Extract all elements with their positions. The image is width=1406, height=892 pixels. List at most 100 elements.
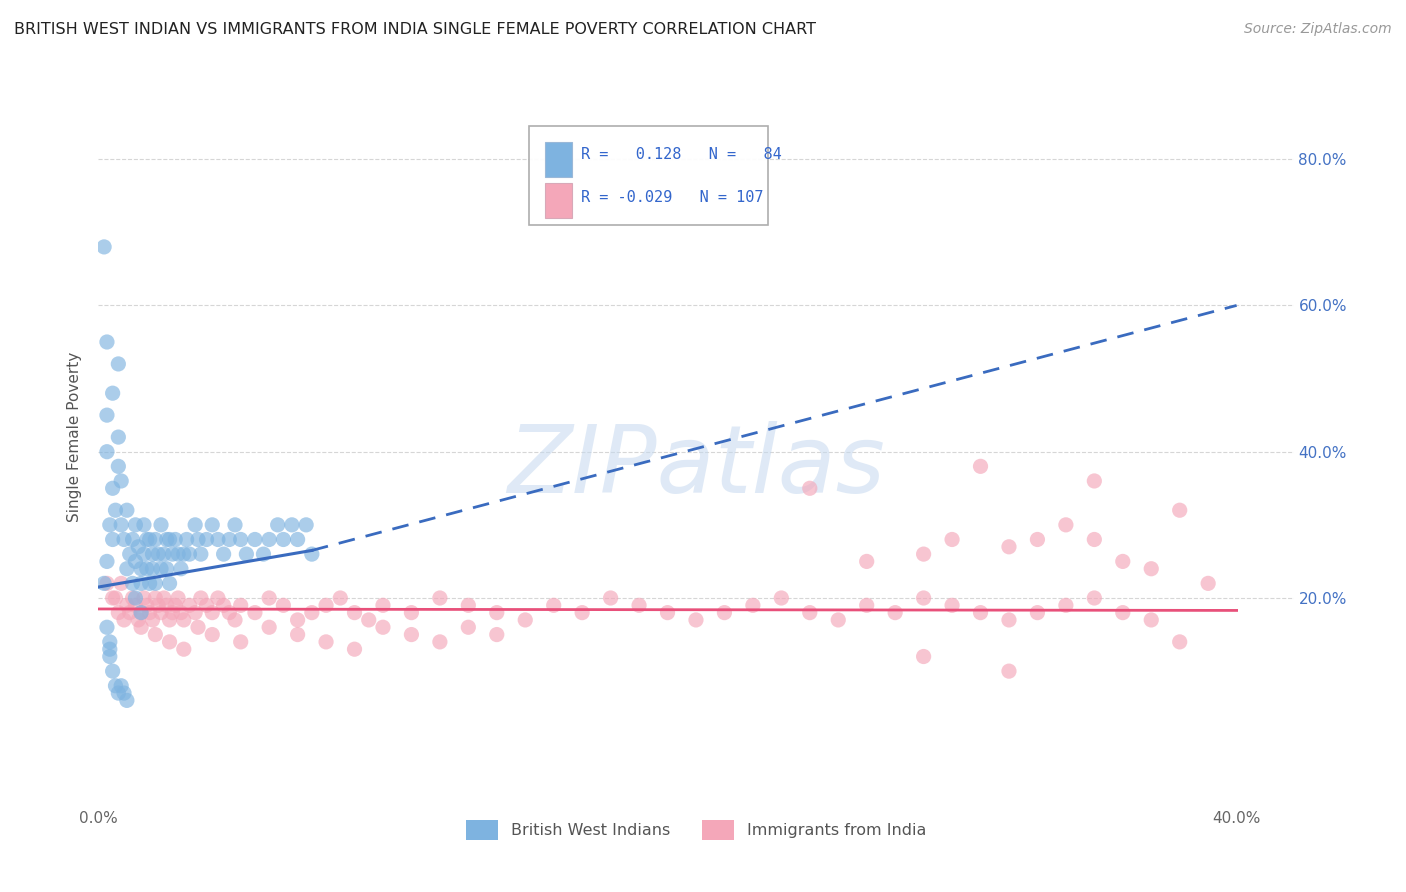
- Point: [112, 686, 135, 700]
- Point: [969, 459, 991, 474]
- Point: [799, 606, 821, 620]
- Point: [159, 576, 181, 591]
- Point: [107, 606, 129, 620]
- Point: [884, 606, 907, 620]
- Point: [170, 606, 193, 620]
- Point: [148, 547, 170, 561]
- Point: [98, 642, 121, 657]
- Point: [101, 533, 124, 547]
- Point: [115, 693, 138, 707]
- Point: [685, 613, 707, 627]
- Point: [998, 664, 1021, 678]
- Point: [1083, 474, 1105, 488]
- Point: [257, 533, 280, 547]
- Point: [135, 533, 157, 547]
- Point: [173, 613, 195, 627]
- Point: [148, 599, 170, 613]
- Point: [969, 606, 991, 620]
- Point: [115, 599, 138, 613]
- Point: [93, 576, 115, 591]
- Point: [543, 599, 565, 613]
- Point: [273, 599, 295, 613]
- Point: [138, 533, 160, 547]
- Point: [135, 562, 157, 576]
- Point: [107, 357, 129, 371]
- Point: [429, 635, 451, 649]
- Point: [301, 606, 323, 620]
- Point: [229, 635, 252, 649]
- Point: [98, 649, 121, 664]
- Point: [243, 533, 266, 547]
- Point: [941, 533, 963, 547]
- Point: [132, 547, 155, 561]
- Point: [287, 533, 309, 547]
- Point: [212, 599, 235, 613]
- Point: [96, 444, 118, 458]
- Point: [257, 591, 280, 605]
- Point: [110, 679, 132, 693]
- Point: [96, 576, 118, 591]
- Point: [141, 562, 163, 576]
- Point: [104, 591, 127, 605]
- Point: [257, 620, 280, 634]
- Point: [184, 606, 207, 620]
- Point: [329, 591, 352, 605]
- Point: [855, 599, 877, 613]
- Point: [515, 613, 537, 627]
- Point: [1026, 606, 1049, 620]
- Point: [799, 481, 821, 495]
- Point: [167, 547, 190, 561]
- FancyBboxPatch shape: [529, 126, 768, 225]
- Point: [912, 547, 935, 561]
- Point: [195, 599, 218, 613]
- Point: [150, 606, 173, 620]
- Point: [150, 517, 173, 532]
- Point: [190, 591, 212, 605]
- Point: [429, 591, 451, 605]
- Point: [179, 599, 201, 613]
- Text: R = -0.029   N = 107: R = -0.029 N = 107: [581, 190, 763, 205]
- Point: [1168, 635, 1191, 649]
- Text: Source: ZipAtlas.com: Source: ZipAtlas.com: [1244, 22, 1392, 37]
- Point: [101, 664, 124, 678]
- Point: [201, 517, 224, 532]
- Point: [207, 591, 229, 605]
- Point: [124, 517, 146, 532]
- Point: [93, 240, 115, 254]
- Bar: [546, 183, 572, 218]
- Point: [1140, 613, 1163, 627]
- Point: [129, 606, 152, 620]
- Point: [401, 606, 423, 620]
- Bar: [546, 143, 572, 178]
- Point: [229, 533, 252, 547]
- Point: [153, 591, 176, 605]
- Point: [657, 606, 679, 620]
- Point: [218, 606, 240, 620]
- Point: [599, 591, 621, 605]
- Point: [1054, 599, 1077, 613]
- Point: [371, 599, 394, 613]
- Point: [107, 459, 129, 474]
- Point: [129, 562, 152, 576]
- Point: [132, 517, 155, 532]
- Point: [115, 562, 138, 576]
- Text: BRITISH WEST INDIAN VS IMMIGRANTS FROM INDIA SINGLE FEMALE POVERTY CORRELATION C: BRITISH WEST INDIAN VS IMMIGRANTS FROM I…: [14, 22, 815, 37]
- Point: [124, 599, 146, 613]
- Point: [110, 576, 132, 591]
- Point: [315, 599, 337, 613]
- Point: [150, 562, 173, 576]
- Y-axis label: Single Female Poverty: Single Female Poverty: [67, 352, 83, 522]
- Point: [104, 679, 127, 693]
- Point: [138, 576, 160, 591]
- Point: [252, 547, 274, 561]
- Point: [998, 613, 1021, 627]
- Point: [357, 613, 380, 627]
- Point: [267, 517, 290, 532]
- Point: [141, 547, 163, 561]
- Point: [110, 474, 132, 488]
- Legend: British West Indians, Immigrants from India: British West Indians, Immigrants from In…: [460, 814, 932, 846]
- Point: [1054, 517, 1077, 532]
- Point: [162, 547, 184, 561]
- Point: [129, 620, 152, 634]
- Point: [912, 591, 935, 605]
